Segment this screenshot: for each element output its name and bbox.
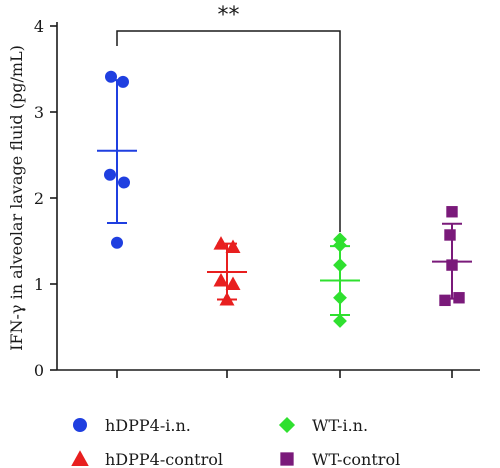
series-0-point-4 xyxy=(111,236,123,249)
series-1-point-3 xyxy=(225,276,241,290)
series-3-point-3 xyxy=(453,292,465,304)
series-2-point-2 xyxy=(333,258,347,272)
axes: 0 1 2 3 4 xyxy=(34,17,480,380)
legend-marker-2 xyxy=(278,416,296,434)
series-2 xyxy=(320,232,360,328)
significance-label-0: ** xyxy=(218,3,240,28)
series-0-point-0 xyxy=(105,70,117,83)
series-0-point-3 xyxy=(118,176,130,189)
series-0-point-2 xyxy=(104,168,116,181)
legend-label-2: WT-i.n. xyxy=(312,416,368,435)
legend-marker-3 xyxy=(280,452,294,466)
legend-marker-1 xyxy=(71,450,89,466)
y-tick-label-3: 3 xyxy=(34,103,44,122)
legend: hDPP4-i.n. hDPP4-control WT-i.n. WT-control xyxy=(71,416,400,468)
y-axis-title: IFN-γ in alveolar lavage fluid (pg/mL) xyxy=(7,45,26,351)
significance-bracket-0 xyxy=(116,30,341,232)
legend-label-0: hDPP4-i.n. xyxy=(105,416,191,435)
series-3-point-4 xyxy=(439,294,451,307)
series-1-point-2 xyxy=(213,273,229,287)
y-tick-label-1: 1 xyxy=(34,275,44,294)
series-1-point-4 xyxy=(219,291,235,306)
series-3-point-0 xyxy=(446,206,458,218)
series-2-point-4 xyxy=(333,314,347,328)
series-0-point-1 xyxy=(117,75,129,88)
y-tick-label-4: 4 xyxy=(34,17,44,36)
legend-label-1: hDPP4-control xyxy=(105,450,223,468)
series-1-point-1 xyxy=(225,239,241,254)
series-1 xyxy=(207,236,247,306)
series-3-point-1 xyxy=(444,229,456,241)
legend-marker-0 xyxy=(73,418,87,432)
legend-item-3: WT-control xyxy=(280,450,400,468)
y-tick-label-0: 0 xyxy=(34,361,44,380)
legend-label-3: WT-control xyxy=(312,450,400,468)
legend-item-1: hDPP4-control xyxy=(71,450,223,468)
series-2-point-1 xyxy=(333,238,347,253)
legend-item-2: WT-i.n. xyxy=(278,416,368,435)
series-3-point-2 xyxy=(446,259,458,271)
legend-item-0: hDPP4-i.n. xyxy=(73,416,191,435)
series-2-point-3 xyxy=(333,290,347,305)
series-1-point-0 xyxy=(213,236,229,250)
series-0 xyxy=(97,70,137,249)
y-tick-label-2: 2 xyxy=(34,189,44,208)
annotations: ** xyxy=(116,3,341,232)
plot-marks xyxy=(97,70,472,328)
series-3 xyxy=(432,206,472,307)
